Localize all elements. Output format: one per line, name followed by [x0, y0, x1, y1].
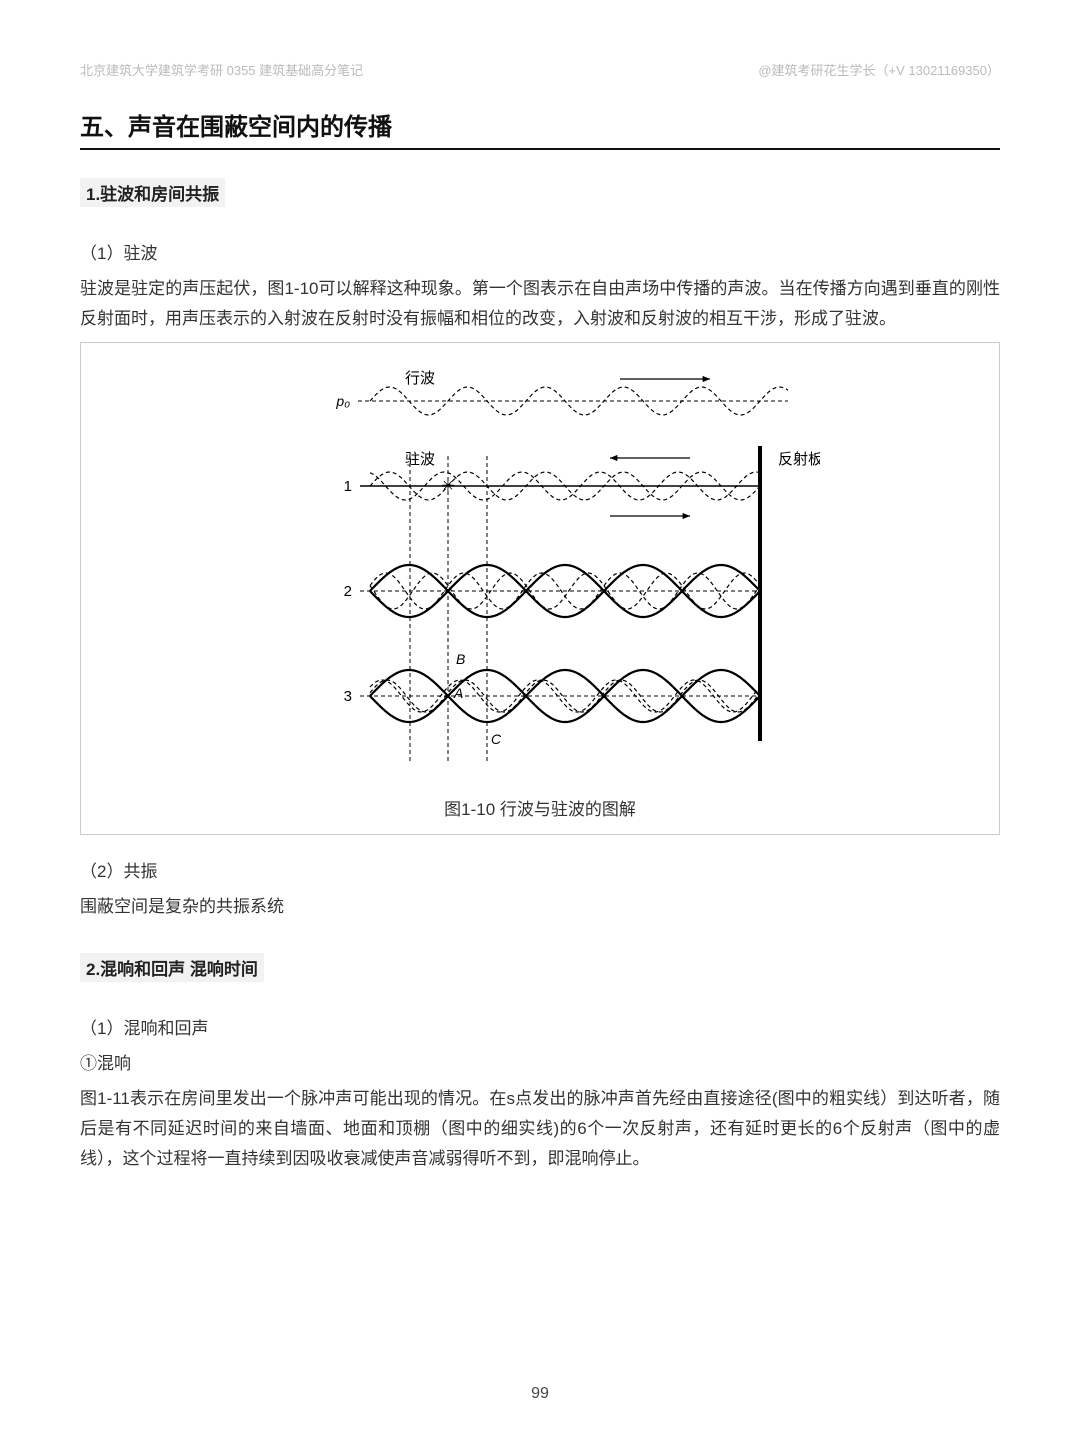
svg-text:3: 3 — [344, 688, 352, 705]
header-left: 北京建筑大学建筑学考研 0355 建筑基础高分笔记 — [80, 60, 363, 79]
section2-sub1-body: 图1-11表示在房间里发出一个脉冲声可能出现的情况。在s点发出的脉冲声首先经由直… — [80, 1084, 1000, 1173]
section1-item2-body: 围蔽空间是复杂的共振系统 — [80, 892, 1000, 922]
svg-text:反射板: 反射板 — [778, 450, 820, 468]
section2-item1-label: （1）混响和回声 — [80, 1014, 1000, 1039]
svg-text:1: 1 — [344, 478, 352, 495]
svg-text:C: C — [491, 731, 502, 747]
figure-svg-wrap: 行波 p₀ 反射板 驻波 1 ✳ 2 3 B A C — [101, 361, 979, 781]
section2-sub1-label: ①混响 — [80, 1049, 1000, 1074]
svg-text:2: 2 — [344, 583, 352, 600]
wave-diagram-svg: 行波 p₀ 反射板 驻波 1 ✳ 2 3 B A C — [260, 361, 820, 781]
page-number: 99 — [0, 1385, 1080, 1403]
header-right: @建筑考研花生学长（+V 13021169350） — [758, 60, 1000, 79]
section-title: 五、声音在围蔽空间内的传播 — [80, 107, 1000, 150]
svg-text:✳: ✳ — [441, 478, 454, 495]
figure-caption: 图1-10 行波与驻波的图解 — [101, 795, 979, 820]
section2-heading: 2.混响和回声 混响时间 — [80, 953, 264, 982]
section1-item1-body: 驻波是驻定的声压起伏，图1-10可以解释这种现象。第一个图表示在自由声场中传播的… — [80, 274, 1000, 334]
section1-heading: 1.驻波和房间共振 — [80, 178, 225, 207]
svg-text:B: B — [456, 651, 465, 667]
section1-item1-label: （1）驻波 — [80, 239, 1000, 264]
section1-item2-label: （2）共振 — [80, 857, 1000, 882]
svg-text:行波: 行波 — [405, 370, 435, 387]
svg-text:驻波: 驻波 — [405, 451, 435, 468]
svg-text:p₀: p₀ — [335, 393, 350, 409]
svg-text:A: A — [453, 685, 463, 701]
figure-1-10: 行波 p₀ 反射板 驻波 1 ✳ 2 3 B A C 图1-10 行波与驻波的图解 — [80, 342, 1000, 835]
page-header: 北京建筑大学建筑学考研 0355 建筑基础高分笔记 @建筑考研花生学长（+V 1… — [80, 60, 1000, 79]
